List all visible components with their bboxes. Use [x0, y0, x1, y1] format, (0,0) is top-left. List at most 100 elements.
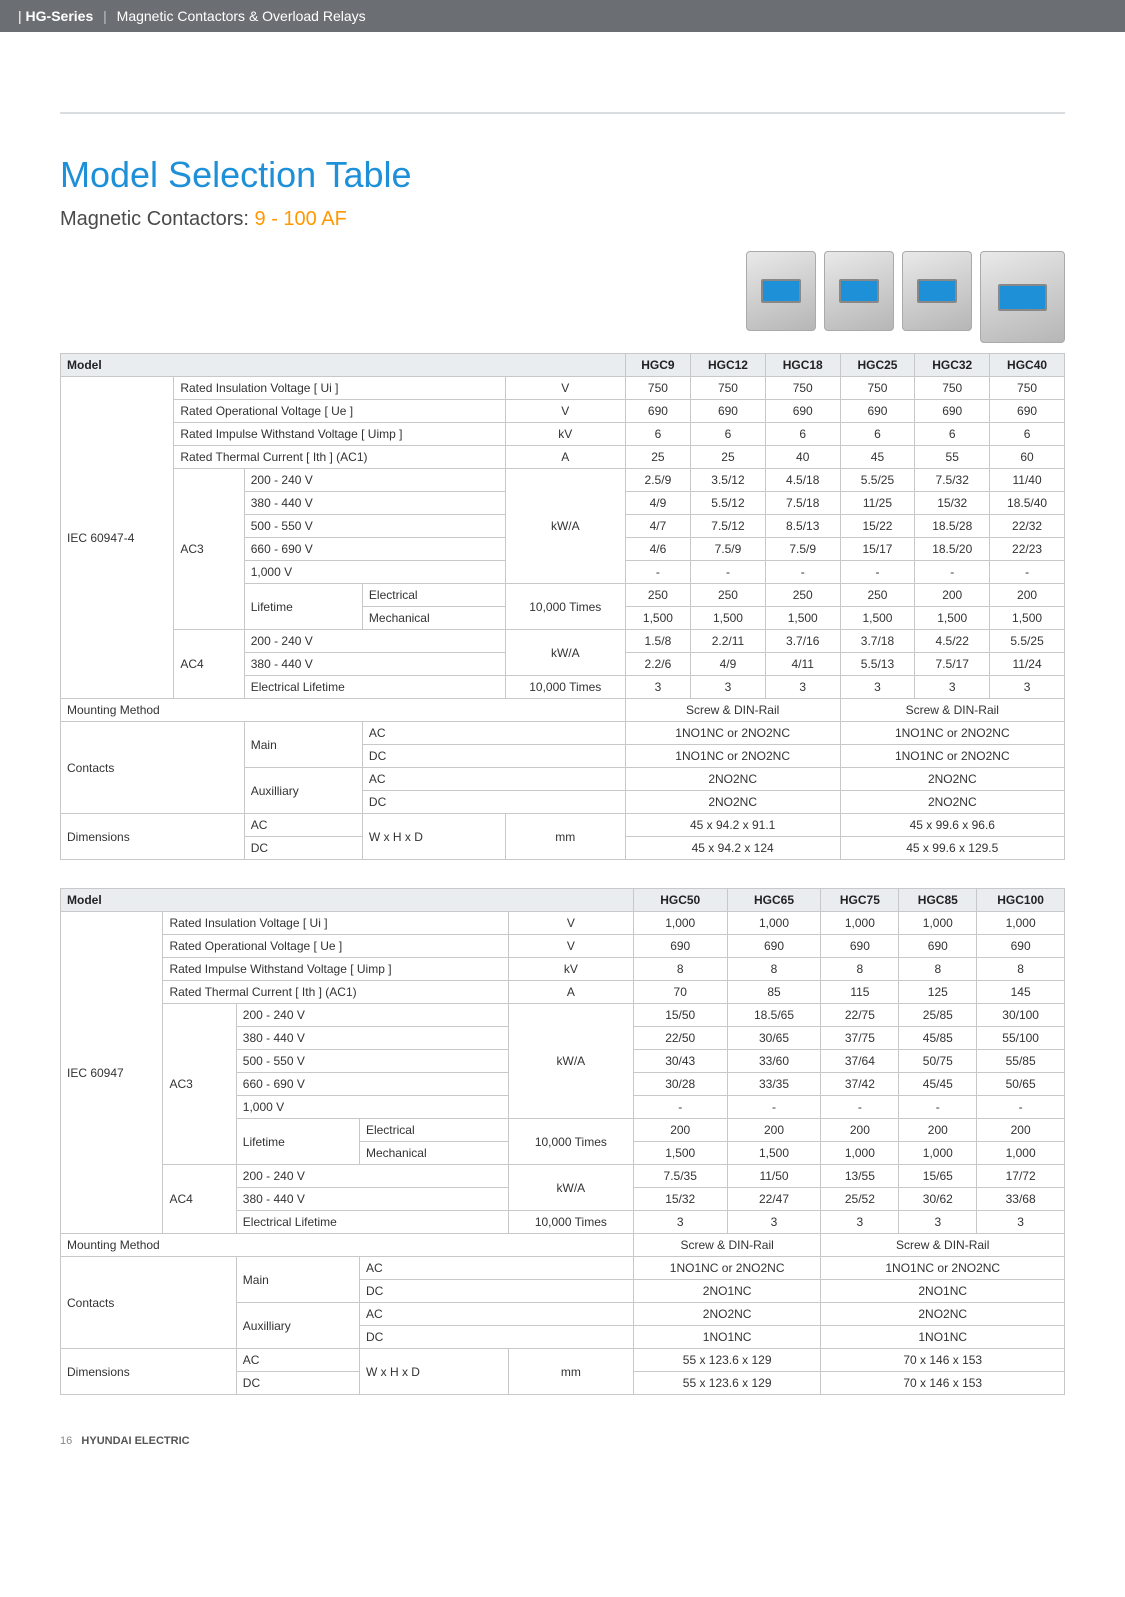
cell: 45 x 99.6 x 129.5 — [840, 837, 1064, 860]
series-name: HG-Series — [26, 8, 94, 24]
dim-label: Dimensions — [61, 1349, 237, 1395]
cell: 200 — [727, 1119, 821, 1142]
cell: 17/72 — [977, 1165, 1065, 1188]
aux-label: Auxilliary — [244, 768, 362, 814]
volt-label: 380 - 440 V — [236, 1027, 508, 1050]
ac-label: AC — [362, 768, 625, 791]
cell: 690 — [691, 400, 766, 423]
cell: - — [765, 561, 840, 584]
cell: 1NO1NC or 2NO2NC — [625, 745, 840, 768]
table-row: AC3 200 - 240 V kW/A 2.5/93.5/124.5/185.… — [61, 469, 1065, 492]
ac-label: AC — [244, 814, 362, 837]
cell: 3 — [821, 1211, 899, 1234]
cell: 145 — [977, 981, 1065, 1004]
cell: - — [625, 561, 690, 584]
cell: 690 — [899, 935, 977, 958]
page-title: Model Selection Table — [60, 154, 1065, 196]
brand-name: HYUNDAI ELECTRIC — [81, 1435, 189, 1447]
cell: 15/32 — [915, 492, 990, 515]
col-header: HGC25 — [840, 354, 915, 377]
cell: 25 — [691, 446, 766, 469]
cell: 2NO1NC — [633, 1280, 821, 1303]
cell: Screw & DIN-Rail — [625, 699, 840, 722]
cell: 15/50 — [633, 1004, 727, 1027]
param-label: Rated Insulation Voltage [ Ui ] — [163, 912, 508, 935]
cell: 7.5/35 — [633, 1165, 727, 1188]
cell: 1NO1NC — [821, 1326, 1065, 1349]
cell: 250 — [840, 584, 915, 607]
table-row: Model HGC50 HGC65 HGC75 HGC85 HGC100 — [61, 889, 1065, 912]
unit: V — [505, 377, 625, 400]
cell: 690 — [840, 400, 915, 423]
cell: 4/9 — [691, 653, 766, 676]
dc-label: DC — [359, 1326, 633, 1349]
cell: - — [821, 1096, 899, 1119]
cell: 2.2/6 — [625, 653, 690, 676]
cell: 3 — [625, 676, 690, 699]
cell: 25/85 — [899, 1004, 977, 1027]
cell: 45 x 99.6 x 96.6 — [840, 814, 1064, 837]
cell: 15/65 — [899, 1165, 977, 1188]
cell: 7.5/17 — [915, 653, 990, 676]
cell: 15/17 — [840, 538, 915, 561]
cell: 11/25 — [840, 492, 915, 515]
mounting-label: Mounting Method — [61, 699, 626, 722]
cell: 690 — [915, 400, 990, 423]
contactor-img-2 — [824, 251, 894, 331]
cell: 8 — [727, 958, 821, 981]
cell: 15/22 — [840, 515, 915, 538]
unit: kW/A — [508, 1004, 633, 1119]
cell: 4/11 — [765, 653, 840, 676]
unit: A — [505, 446, 625, 469]
table-row: Dimensions AC W x H x D mm 45 x 94.2 x 9… — [61, 814, 1065, 837]
model-header: Model — [61, 889, 634, 912]
cell: 5.5/13 — [840, 653, 915, 676]
cell: 3 — [765, 676, 840, 699]
cell: 115 — [821, 981, 899, 1004]
cell: - — [727, 1096, 821, 1119]
cell: 1,500 — [840, 607, 915, 630]
cell: 2NO2NC — [840, 791, 1064, 814]
cell: 1,000 — [633, 912, 727, 935]
cell: 18.5/20 — [915, 538, 990, 561]
table-row: Rated Thermal Current [ Ith ] (AC1) A 70… — [61, 981, 1065, 1004]
cell: 22/50 — [633, 1027, 727, 1050]
cell: 1NO1NC or 2NO2NC — [840, 745, 1064, 768]
table-row: Rated Operational Voltage [ Ue ] V 69069… — [61, 935, 1065, 958]
volt-label: 380 - 440 V — [244, 492, 505, 515]
cell: 250 — [691, 584, 766, 607]
cell: 6 — [765, 423, 840, 446]
cell: 3.7/18 — [840, 630, 915, 653]
dc-label: DC — [244, 837, 362, 860]
param-label: Rated Impulse Withstand Voltage [ Uimp ] — [174, 423, 505, 446]
cell: 3 — [727, 1211, 821, 1234]
dc-label: DC — [359, 1280, 633, 1303]
cell: 8 — [899, 958, 977, 981]
cell: 45/45 — [899, 1073, 977, 1096]
cell: 37/75 — [821, 1027, 899, 1050]
cell: 55/85 — [977, 1050, 1065, 1073]
contacts-label: Contacts — [61, 722, 245, 814]
volt-label: 500 - 550 V — [236, 1050, 508, 1073]
cell: 7.5/9 — [765, 538, 840, 561]
ac3-label: AC3 — [163, 1004, 236, 1165]
cell: 7.5/12 — [691, 515, 766, 538]
cell: 8.5/13 — [765, 515, 840, 538]
dc-label: DC — [236, 1372, 359, 1395]
cell: 22/32 — [990, 515, 1065, 538]
cell: - — [899, 1096, 977, 1119]
col-header: HGC32 — [915, 354, 990, 377]
table-row: Rated Impulse Withstand Voltage [ Uimp ]… — [61, 423, 1065, 446]
cell: 3 — [990, 676, 1065, 699]
cell: 11/24 — [990, 653, 1065, 676]
cell: 4.5/18 — [765, 469, 840, 492]
ac3-label: AC3 — [174, 469, 244, 630]
volt-label: 200 - 240 V — [236, 1004, 508, 1027]
volt-label: 660 - 690 V — [236, 1073, 508, 1096]
cell: 2NO2NC — [625, 768, 840, 791]
cell: 50/75 — [899, 1050, 977, 1073]
dc-label: DC — [362, 791, 625, 814]
unit: V — [508, 935, 633, 958]
cell: 6 — [915, 423, 990, 446]
cell: 60 — [990, 446, 1065, 469]
